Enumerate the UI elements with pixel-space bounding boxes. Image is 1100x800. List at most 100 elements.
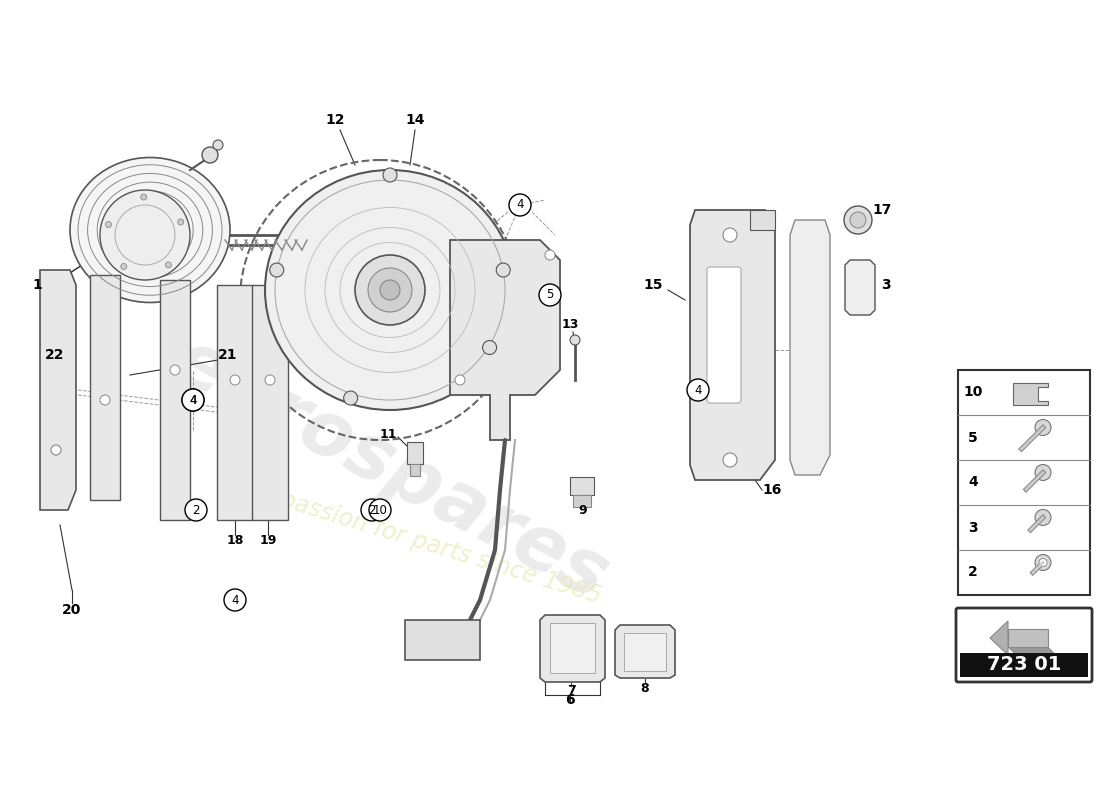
Text: 4: 4 <box>189 394 197 406</box>
Text: 14: 14 <box>405 113 425 127</box>
Circle shape <box>224 589 246 611</box>
Text: 18: 18 <box>227 534 244 546</box>
Text: 16: 16 <box>762 483 782 497</box>
Circle shape <box>182 389 204 411</box>
Circle shape <box>213 140 223 150</box>
Bar <box>217 285 253 520</box>
Text: 19: 19 <box>260 534 277 546</box>
Circle shape <box>178 219 184 225</box>
Circle shape <box>361 499 383 521</box>
Circle shape <box>850 212 866 228</box>
Polygon shape <box>450 240 560 440</box>
Circle shape <box>1035 465 1050 481</box>
Text: 12: 12 <box>326 113 344 127</box>
FancyBboxPatch shape <box>707 267 741 403</box>
Circle shape <box>182 389 204 411</box>
Text: 8: 8 <box>640 682 649 694</box>
Text: 4: 4 <box>694 383 702 397</box>
Text: 2: 2 <box>368 503 376 517</box>
Circle shape <box>141 194 146 200</box>
Circle shape <box>343 391 358 405</box>
Text: 2: 2 <box>968 566 978 579</box>
Text: 10: 10 <box>373 503 387 517</box>
Text: 10: 10 <box>964 386 982 399</box>
Text: 4: 4 <box>231 594 239 606</box>
Circle shape <box>121 263 126 270</box>
Polygon shape <box>1008 629 1048 647</box>
Bar <box>550 623 595 673</box>
Circle shape <box>483 341 496 354</box>
Text: 22: 22 <box>45 348 65 362</box>
Circle shape <box>383 168 397 182</box>
Text: eurospares: eurospares <box>160 324 620 616</box>
Polygon shape <box>615 625 675 678</box>
Polygon shape <box>690 210 776 480</box>
Circle shape <box>100 395 110 405</box>
Circle shape <box>1035 554 1050 570</box>
Bar <box>252 285 288 520</box>
Bar <box>410 464 420 476</box>
Polygon shape <box>845 260 875 315</box>
Polygon shape <box>540 615 605 682</box>
Text: 723 01: 723 01 <box>987 655 1062 674</box>
Circle shape <box>844 206 872 234</box>
Text: 5: 5 <box>547 289 553 302</box>
Bar <box>573 495 591 507</box>
Polygon shape <box>790 220 830 475</box>
Text: 4: 4 <box>968 475 978 490</box>
Circle shape <box>1035 419 1050 435</box>
Text: 9: 9 <box>579 503 587 517</box>
Circle shape <box>1035 510 1050 526</box>
Ellipse shape <box>70 158 230 302</box>
Circle shape <box>379 280 400 300</box>
Circle shape <box>496 263 510 277</box>
Circle shape <box>51 445 60 455</box>
Polygon shape <box>90 275 120 500</box>
Text: 11: 11 <box>379 429 397 442</box>
Polygon shape <box>405 620 480 660</box>
Circle shape <box>570 335 580 345</box>
Bar <box>958 370 1090 595</box>
Text: 3: 3 <box>968 521 978 534</box>
Text: 2: 2 <box>192 503 200 517</box>
Circle shape <box>270 263 284 277</box>
Bar <box>960 653 1088 677</box>
Polygon shape <box>990 621 1008 655</box>
Circle shape <box>368 499 390 521</box>
Circle shape <box>230 375 240 385</box>
Text: 7: 7 <box>566 683 575 697</box>
Circle shape <box>544 250 556 260</box>
Bar <box>407 442 424 464</box>
Text: 15: 15 <box>644 278 662 292</box>
Circle shape <box>509 194 531 216</box>
Text: 4: 4 <box>189 394 197 406</box>
Text: a passion for parts since 1985: a passion for parts since 1985 <box>256 482 604 609</box>
Text: 13: 13 <box>561 318 579 331</box>
Text: 20: 20 <box>63 603 81 617</box>
Circle shape <box>1040 558 1047 566</box>
Circle shape <box>202 147 218 163</box>
Circle shape <box>320 225 480 385</box>
Circle shape <box>185 499 207 521</box>
Circle shape <box>355 255 425 325</box>
Circle shape <box>106 222 111 227</box>
Text: 21: 21 <box>218 348 238 362</box>
Text: 1: 1 <box>32 278 42 292</box>
Bar <box>160 280 190 520</box>
Circle shape <box>100 190 190 280</box>
Bar <box>624 633 666 671</box>
Polygon shape <box>40 270 76 510</box>
Circle shape <box>539 284 561 306</box>
Circle shape <box>170 365 180 375</box>
Polygon shape <box>1008 647 1056 655</box>
Text: 4: 4 <box>516 198 524 211</box>
Polygon shape <box>1013 382 1048 405</box>
Circle shape <box>688 379 710 401</box>
Circle shape <box>723 228 737 242</box>
Circle shape <box>165 262 172 268</box>
Circle shape <box>455 375 465 385</box>
Bar <box>750 210 776 230</box>
Text: 5: 5 <box>968 430 978 445</box>
Ellipse shape <box>265 170 515 410</box>
Bar <box>570 477 594 495</box>
